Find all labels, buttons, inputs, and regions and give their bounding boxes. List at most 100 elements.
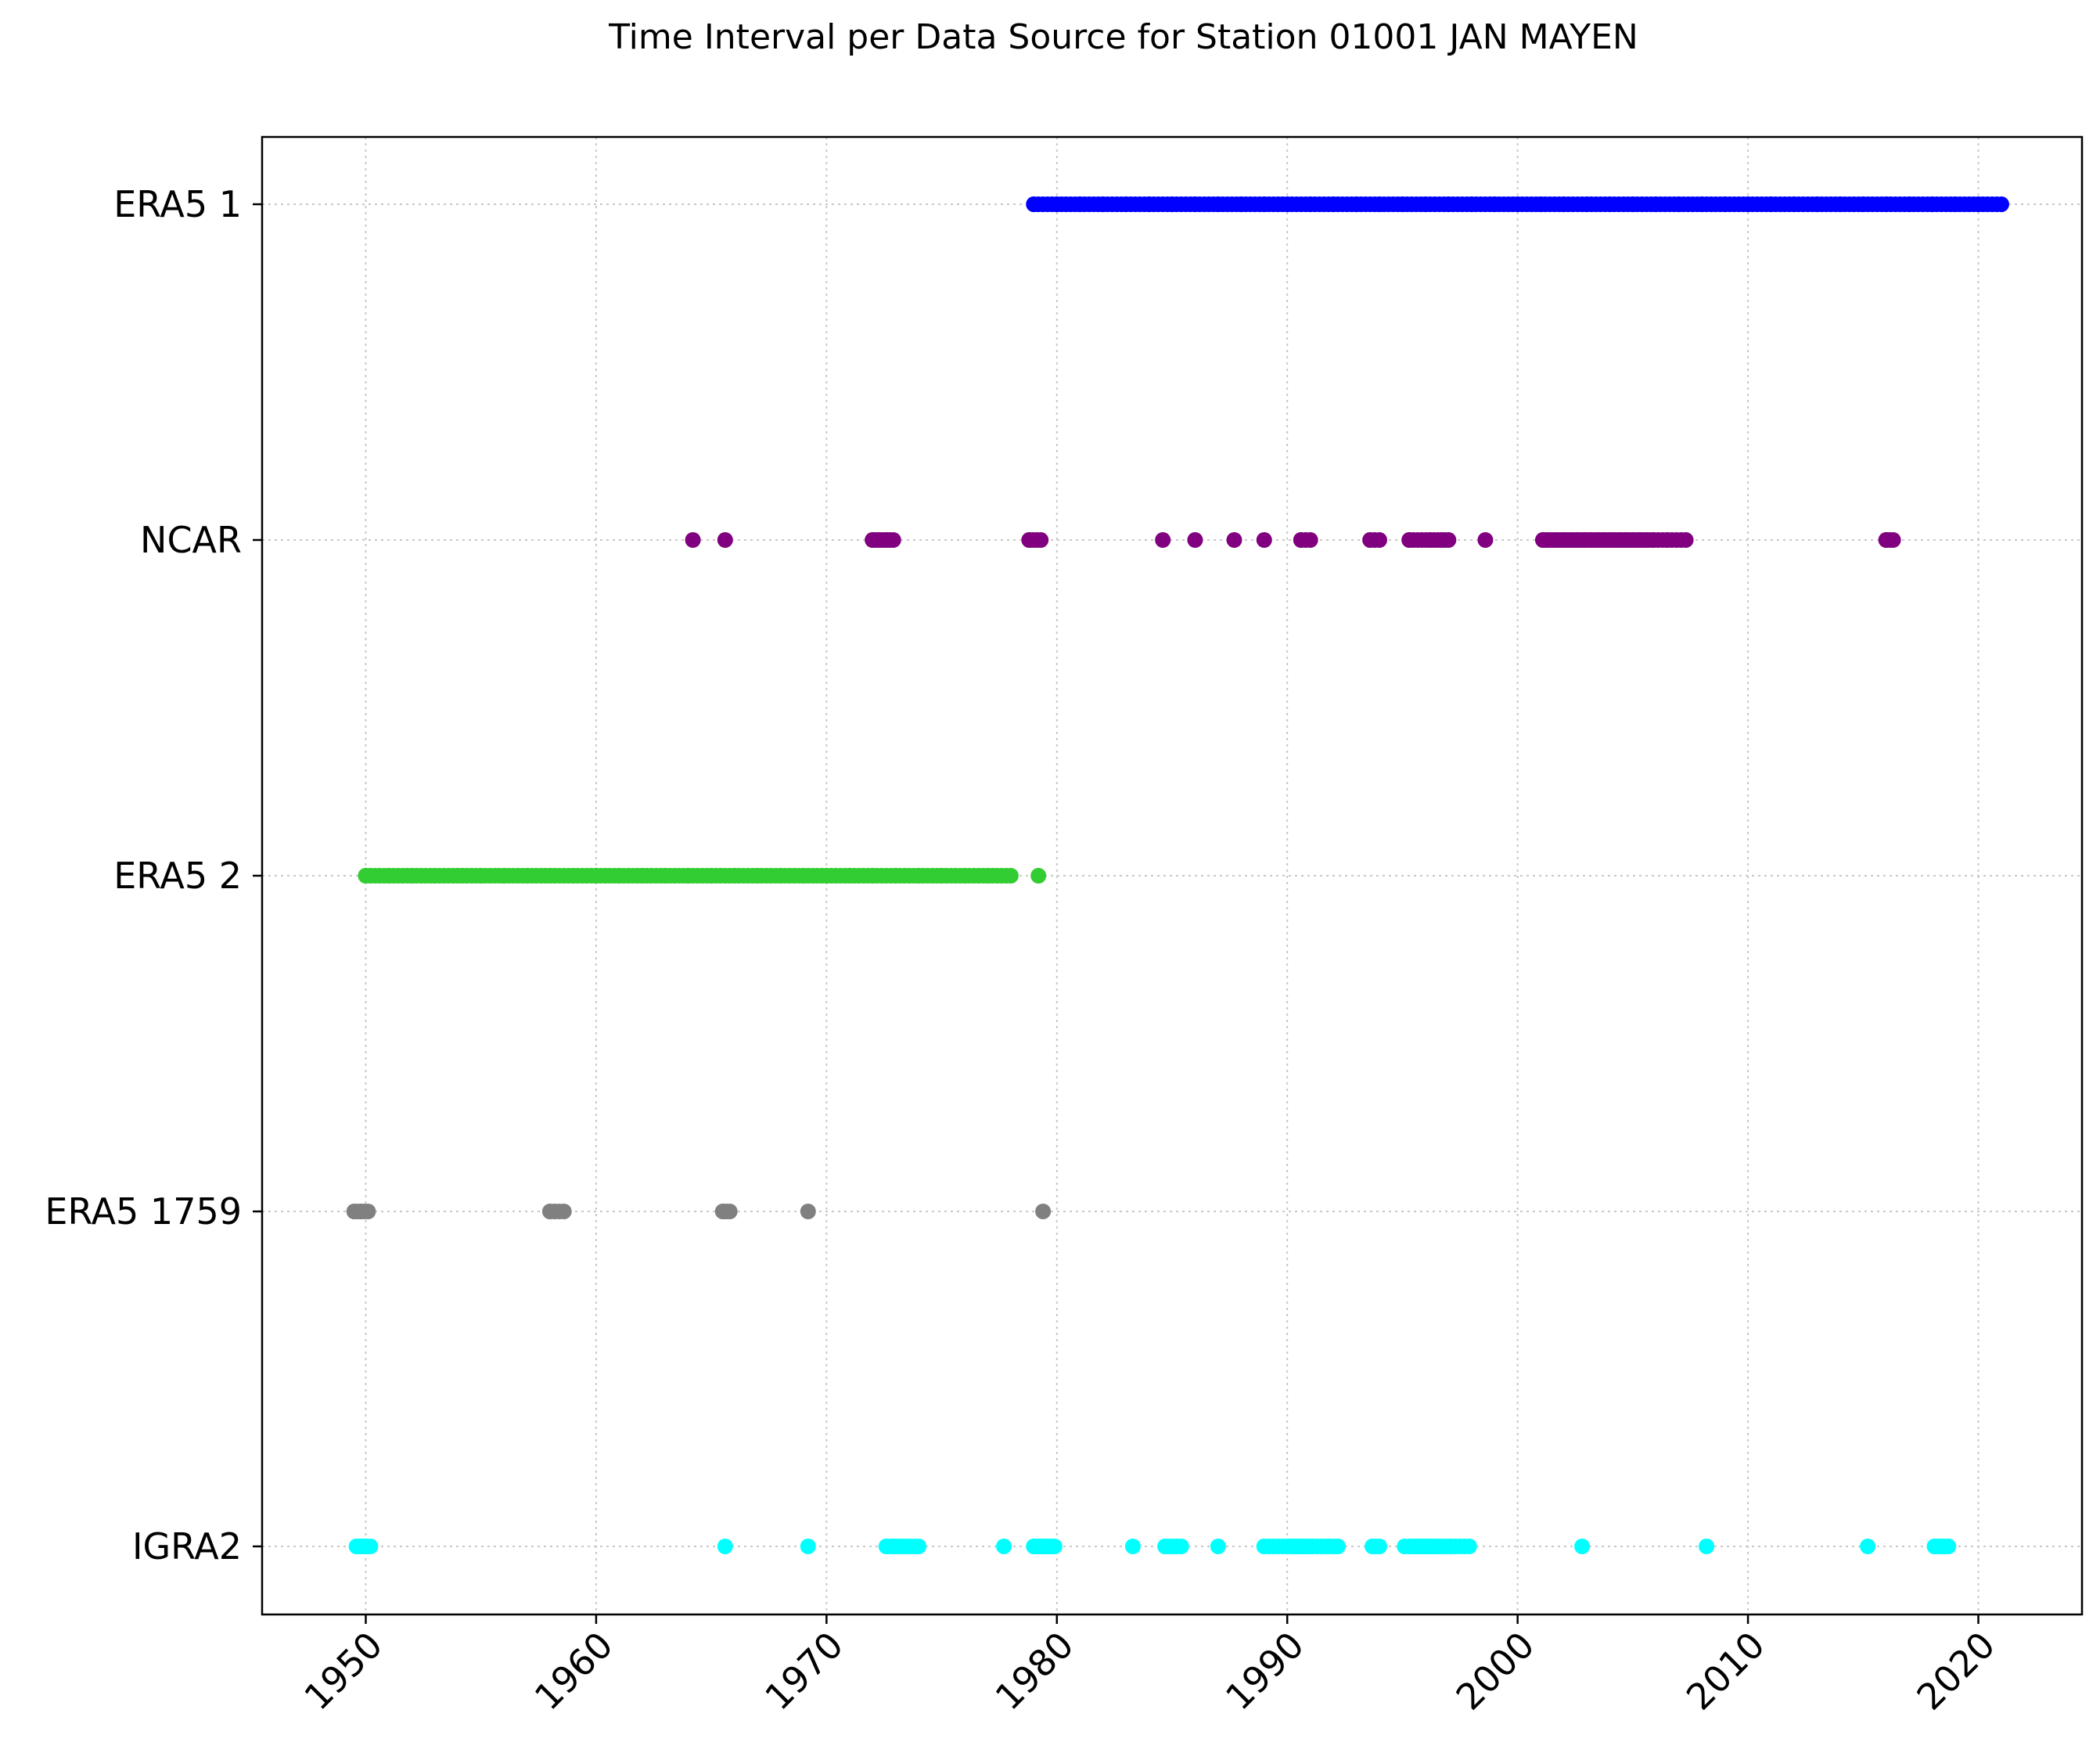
data-point xyxy=(1426,1539,1443,1554)
data-point xyxy=(1256,196,1272,212)
data-point xyxy=(1072,196,1088,212)
data-point xyxy=(1860,1539,1876,1554)
y-tick-label-era5-1759: ERA5 1759 xyxy=(45,1190,242,1233)
series-era5-1 xyxy=(1026,196,2009,212)
data-point xyxy=(450,868,466,884)
data-point xyxy=(887,868,904,884)
data-point xyxy=(1555,196,1572,212)
data-point xyxy=(1440,532,1457,548)
data-point xyxy=(556,1204,572,1219)
data-point xyxy=(519,868,535,884)
data-point xyxy=(1325,196,1342,212)
data-point xyxy=(795,868,811,884)
data-point xyxy=(1993,196,2009,212)
data-point xyxy=(1371,532,1387,548)
data-point xyxy=(426,868,443,884)
data-point xyxy=(1878,196,1894,212)
data-point xyxy=(1809,196,1825,212)
data-point xyxy=(1509,196,1526,212)
data-point xyxy=(362,1539,379,1554)
data-point xyxy=(1048,196,1065,212)
data-point xyxy=(588,868,604,884)
data-point xyxy=(1046,1539,1063,1554)
data-point xyxy=(1624,196,1641,212)
data-point xyxy=(800,1204,816,1219)
data-point xyxy=(1832,196,1848,212)
data-point xyxy=(1164,196,1180,212)
data-point xyxy=(1124,1539,1141,1554)
data-point xyxy=(911,1539,927,1554)
data-markers xyxy=(346,196,2009,1554)
data-point xyxy=(1885,532,1901,548)
data-point xyxy=(1118,196,1135,212)
data-point xyxy=(1602,196,1618,212)
data-point xyxy=(996,1539,1012,1554)
data-point xyxy=(957,868,973,884)
data-point xyxy=(750,868,766,884)
data-point xyxy=(818,868,835,884)
data-point xyxy=(1173,1539,1189,1554)
data-point xyxy=(542,1204,559,1219)
data-point xyxy=(1940,1539,1957,1554)
data-point xyxy=(1677,532,1694,548)
x-tick-label: 2000 xyxy=(1447,1624,1542,1719)
data-point xyxy=(772,868,789,884)
data-point xyxy=(1440,196,1457,212)
data-point xyxy=(634,868,650,884)
series-igra2 xyxy=(348,1539,1957,1554)
data-point xyxy=(1717,196,1733,212)
data-point xyxy=(1487,196,1503,212)
data-point xyxy=(1035,1204,1052,1219)
data-point xyxy=(1660,532,1676,548)
data-point xyxy=(1645,532,1662,548)
data-point xyxy=(1785,196,1802,212)
data-point xyxy=(473,868,489,884)
data-point xyxy=(1463,196,1480,212)
data-point xyxy=(1648,196,1664,212)
data-point xyxy=(717,532,733,548)
data-point xyxy=(1233,196,1250,212)
data-point xyxy=(980,868,996,884)
data-point xyxy=(1002,868,1019,884)
data-point xyxy=(1256,1539,1272,1554)
data-point xyxy=(1021,532,1037,548)
data-point xyxy=(911,868,927,884)
data-point xyxy=(1371,1539,1387,1554)
data-point xyxy=(496,868,512,884)
data-point xyxy=(726,868,743,884)
series-ncar xyxy=(685,532,1901,548)
data-point xyxy=(1256,532,1272,548)
data-point xyxy=(1443,1539,1459,1554)
data-point xyxy=(865,868,881,884)
data-point xyxy=(717,1539,733,1554)
data-point xyxy=(1155,532,1171,548)
data-point xyxy=(885,532,901,548)
x-tick-label: 1980 xyxy=(987,1624,1082,1719)
data-point xyxy=(890,1539,906,1554)
data-point xyxy=(565,868,581,884)
data-point xyxy=(1901,196,1918,212)
data-point xyxy=(1279,196,1296,212)
data-point xyxy=(933,868,950,884)
y-tick-label-ncar: NCAR xyxy=(140,519,242,561)
data-point xyxy=(404,868,420,884)
data-point xyxy=(1210,1539,1226,1554)
x-tick-label: 2020 xyxy=(1908,1624,2003,1719)
data-point xyxy=(1533,196,1549,212)
data-point xyxy=(680,868,696,884)
data-point xyxy=(611,868,627,884)
x-tick-label: 1970 xyxy=(757,1624,851,1719)
data-point xyxy=(1302,532,1318,548)
data-point xyxy=(703,868,720,884)
data-point xyxy=(1348,196,1365,212)
data-point xyxy=(1394,196,1411,212)
x-tick-label: 1960 xyxy=(527,1624,621,1719)
data-point xyxy=(1670,196,1687,212)
data-point xyxy=(1461,1539,1477,1554)
data-point xyxy=(1422,532,1438,548)
x-axis: 1950 1960 1970 1980 1990 2000 2010 2020 xyxy=(296,1614,2003,1719)
x-tick-label: 1990 xyxy=(1217,1624,1312,1719)
y-tick-label-era5-1: ERA5 1 xyxy=(113,183,242,225)
data-point xyxy=(721,1204,738,1219)
